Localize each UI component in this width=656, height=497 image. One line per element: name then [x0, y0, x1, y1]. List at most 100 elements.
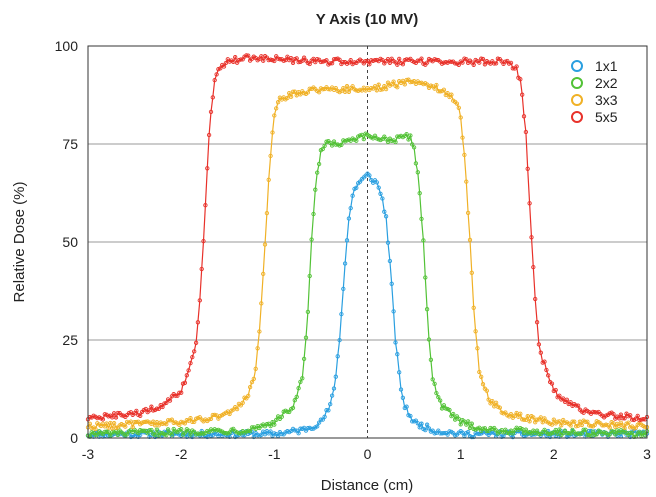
data-point: [493, 61, 499, 66]
data-point: [607, 425, 612, 430]
data-point: [479, 374, 484, 379]
data-point: [562, 420, 568, 426]
data-point: [458, 115, 463, 120]
data-point: [333, 56, 338, 62]
data-point: [328, 401, 333, 407]
data-point: [587, 428, 592, 434]
data-point: [432, 431, 437, 436]
data-point: [231, 59, 236, 64]
data-point: [210, 95, 215, 100]
data-point: [387, 60, 393, 65]
x-tick-label: 1: [457, 446, 465, 462]
data-point: [214, 72, 219, 77]
legend-marker: [571, 94, 583, 106]
data-point: [190, 419, 195, 424]
x-tick-label: -2: [175, 446, 188, 462]
data-point: [361, 136, 366, 142]
data-point: [445, 432, 450, 437]
data-point: [320, 59, 325, 64]
data-point: [208, 416, 214, 421]
data-point: [547, 434, 553, 440]
data-point: [136, 430, 141, 436]
data-point: [575, 403, 581, 408]
data-point: [445, 91, 450, 96]
chart-title: Y Axis (10 MV): [316, 11, 419, 28]
data-point: [385, 80, 391, 85]
data-point: [570, 419, 575, 424]
data-point: [184, 418, 189, 423]
data-point: [395, 85, 400, 90]
data-point: [268, 429, 273, 434]
data-point: [568, 423, 573, 428]
data-point: [223, 60, 229, 66]
data-point: [279, 431, 284, 437]
data-point: [525, 166, 530, 171]
data-point: [165, 427, 171, 432]
legend-label: 2x2: [595, 75, 618, 91]
data-point: [385, 139, 391, 144]
data-point: [549, 381, 555, 386]
data-point: [110, 426, 115, 431]
data-point: [182, 430, 188, 435]
data-point: [551, 417, 556, 422]
data-point: [298, 426, 303, 431]
data-point: [413, 161, 419, 166]
data-point: [480, 426, 486, 431]
data-point: [249, 425, 255, 430]
data-point: [464, 422, 469, 427]
data-point: [115, 410, 120, 416]
data-point: [154, 406, 160, 411]
data-point: [246, 393, 251, 399]
data-point: [534, 428, 540, 433]
data-point: [190, 354, 195, 360]
series-2x2: [85, 131, 650, 439]
x-axis-label: Distance (cm): [321, 477, 414, 494]
data-point: [253, 426, 258, 432]
legend-label: 5x5: [595, 109, 618, 125]
data-point: [533, 296, 538, 302]
data-point: [495, 56, 501, 61]
data-point: [581, 427, 586, 432]
data-point: [389, 281, 394, 286]
data-point: [315, 424, 320, 429]
data-point: [130, 424, 135, 430]
data-point: [493, 428, 499, 433]
data-point: [177, 422, 182, 428]
data-point: [480, 56, 486, 62]
data-point: [111, 421, 117, 426]
data-point: [268, 153, 273, 159]
data-point: [298, 379, 303, 385]
data-point: [352, 60, 357, 65]
data-point: [316, 161, 322, 167]
data-point: [154, 427, 160, 432]
data-point: [290, 89, 296, 94]
data-point: [342, 261, 348, 266]
data-point: [587, 432, 592, 438]
data-point: [629, 417, 635, 422]
data-point: [333, 85, 338, 91]
data-point: [149, 427, 154, 433]
data-point: [400, 62, 406, 67]
data-point: [192, 349, 197, 354]
data-point: [244, 53, 249, 58]
data-point: [329, 393, 335, 398]
data-point: [469, 421, 474, 426]
grid-lines: [88, 46, 647, 438]
data-point: [287, 409, 292, 415]
data-point: [193, 340, 199, 345]
data-point: [255, 346, 260, 351]
data-point: [275, 100, 281, 105]
data-point: [95, 432, 100, 437]
data-point: [221, 64, 227, 69]
data-point: [247, 384, 253, 390]
data-point: [633, 416, 638, 421]
y-tick-label: 25: [62, 332, 78, 348]
data-point: [212, 412, 217, 418]
data-point: [363, 59, 368, 64]
data-point: [341, 60, 346, 65]
data-point: [331, 139, 337, 144]
y-axis-label: Relative Dose (%): [11, 182, 28, 303]
legend-label: 1x1: [595, 58, 618, 74]
data-point: [257, 329, 262, 334]
